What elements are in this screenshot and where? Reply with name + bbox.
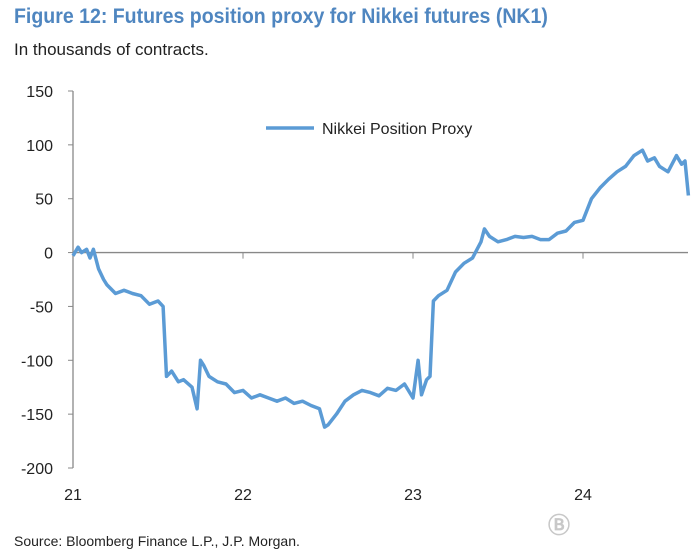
y-tick-label: 0 <box>44 246 53 263</box>
chart-subtitle: In thousands of contracts. <box>14 40 209 59</box>
y-tick-label: 100 <box>26 138 53 155</box>
chart-title: Figure 12: Futures position proxy for Ni… <box>14 5 548 28</box>
x-tick-label: 23 <box>404 487 422 504</box>
y-tick-label: -50 <box>30 299 53 316</box>
legend-label: Nikkei Position Proxy <box>322 121 472 138</box>
y-tick-label: 50 <box>35 192 53 209</box>
series-line <box>71 148 691 429</box>
y-tick-label: 150 <box>26 84 53 101</box>
source-note: Source: Bloomberg Finance L.P., J.P. Mor… <box>14 533 300 549</box>
watermark-logo: Ⓑ <box>548 513 571 538</box>
x-tick-label: 24 <box>574 487 592 504</box>
y-tick-label: -100 <box>21 353 53 370</box>
y-tick-label: -150 <box>21 407 53 424</box>
x-tick-label: 22 <box>234 487 252 504</box>
x-tick-label: 21 <box>64 487 82 504</box>
y-tick-label: -200 <box>21 461 53 478</box>
